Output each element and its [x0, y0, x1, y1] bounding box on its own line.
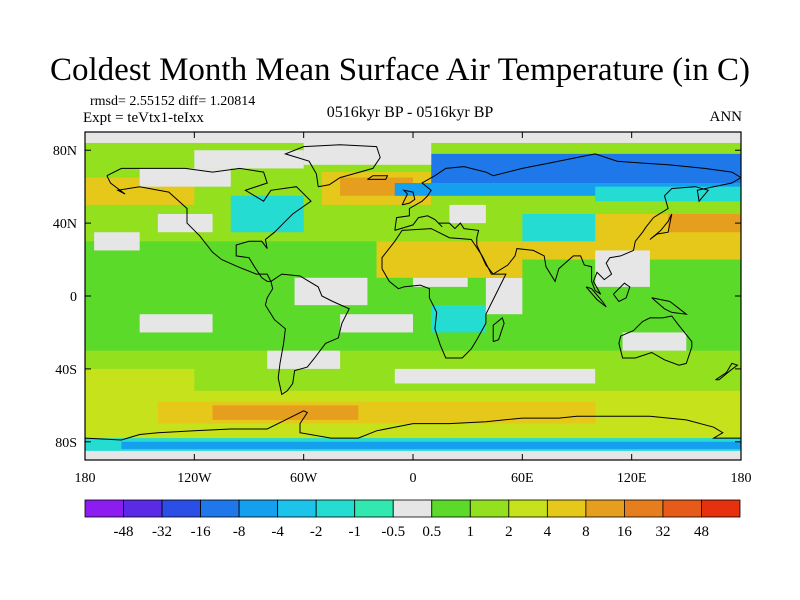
colorbar-swatch-5 [277, 499, 317, 518]
colorbar-label-6: -1 [348, 524, 361, 540]
colorbar-swatch-2 [161, 499, 201, 518]
coastline-1 [264, 273, 350, 396]
coastline-6 [618, 315, 693, 366]
field-region-31 [303, 141, 432, 165]
coastline-7 [492, 317, 505, 343]
coastline-5 [401, 189, 416, 206]
x-tick-label-5: 120E [617, 471, 647, 486]
colorbar-swatch-7 [354, 499, 394, 518]
colorbar-swatch-1 [123, 499, 163, 518]
field-region-27 [194, 150, 304, 169]
colorbar-label-3: -8 [233, 524, 246, 540]
colorbar-label-15: 48 [694, 524, 709, 540]
field-region-17 [376, 241, 523, 278]
colorbar-label-0: -48 [114, 524, 134, 540]
colorbar-label-12: 8 [582, 524, 590, 540]
x-tick-label-2: 60W [290, 471, 318, 486]
coastline-12 [715, 362, 739, 381]
field-region-15 [431, 305, 486, 333]
colorbar-label-1: -32 [152, 524, 172, 540]
coastline-0 [106, 167, 312, 282]
colorbar-swatch-10 [469, 499, 510, 518]
x-tick-label-0: 180 [75, 471, 96, 486]
field-region-21 [668, 214, 741, 233]
field-region-4 [212, 405, 359, 420]
field-region-8 [121, 441, 741, 450]
stats-text: rmsd= 2.55152 diff= 1.20814 [90, 94, 256, 109]
field-region-16 [485, 277, 523, 315]
x-tick-label-4: 60E [511, 471, 534, 486]
colorbar-swatch-16 [701, 499, 741, 518]
field-region-24 [157, 214, 213, 233]
x-axis: 180 120W 60W 0 60E 120E 180 [75, 132, 752, 486]
colorbar-label-11: 4 [544, 524, 552, 540]
y-tick-label-4: 80S [55, 436, 77, 451]
colorbar-label-14: 32 [655, 524, 670, 540]
period-text: 0516kyr BP - 0516kyr BP [326, 104, 494, 121]
y-tick-label-0: 80N [53, 144, 77, 159]
field-region-36 [413, 277, 468, 287]
colorbar-label-7: -0.5 [381, 524, 405, 540]
field-region-34 [522, 214, 596, 242]
colorbar-swatch-6 [315, 499, 356, 518]
coastline-3 [381, 228, 507, 359]
temperature-field [85, 132, 741, 460]
colorbar-label-5: -2 [310, 524, 323, 540]
colorbar-swatch-11 [508, 499, 548, 518]
colorbar-swatch-13 [585, 499, 625, 518]
coastline-14 [85, 410, 741, 441]
field-region-33 [449, 204, 486, 224]
x-tick-label-1: 120W [177, 471, 212, 486]
colorbar-label-2: -16 [191, 524, 211, 540]
coastline-8 [649, 213, 673, 240]
colorbar-label-13: 16 [617, 524, 633, 540]
colorbar-swatch-14 [624, 499, 664, 518]
colorbar-swatch-9 [431, 499, 471, 518]
y-tick-label-1: 40N [53, 217, 77, 232]
colorbar-swatch-0 [84, 499, 124, 518]
y-tick-label-3: 40S [55, 363, 77, 378]
experiment-text: Expt = teVtx1-teIxx [83, 110, 204, 126]
field-region-35 [595, 250, 650, 287]
field-region-9 [394, 368, 596, 384]
y-axis: 80N 40N 0 40S 80S [53, 144, 741, 451]
field-region-26 [139, 168, 231, 187]
coastline-11 [651, 297, 689, 315]
field-region-30 [595, 186, 741, 202]
colorbar-swatch-15 [662, 499, 702, 518]
colorbar-label-4: -4 [271, 524, 284, 540]
colorbar-swatch-4 [238, 499, 279, 518]
colorbar-label-9: 1 [467, 524, 475, 540]
coastlines [85, 144, 741, 441]
coastline-9 [585, 286, 607, 308]
coastline-4 [394, 153, 741, 295]
colorbar-swatch-8 [392, 499, 433, 518]
coastline-13 [367, 175, 389, 180]
y-tick-label-2: 0 [70, 290, 77, 305]
field-region-28 [431, 153, 741, 184]
field-region-23 [94, 232, 140, 251]
chart-title: Coldest Month Mean Surface Air Temperatu… [50, 52, 750, 88]
colorbar-swatch-3 [200, 499, 240, 518]
colorbar: -48 -32 -16 -8 -4 -2 -1 -0.5 0.5 1 2 4 8 16 32 48 [84, 499, 741, 540]
field-region-12 [340, 314, 413, 333]
coastline-2 [283, 144, 381, 188]
field-region-14 [139, 314, 213, 333]
field-region-25 [230, 195, 304, 233]
colorbar-label-10: 2 [505, 524, 513, 540]
colorbar-label-8: 0.5 [422, 524, 441, 540]
field-region-13 [622, 332, 687, 351]
colorbar-swatch-12 [546, 499, 587, 518]
field-region-10 [267, 350, 341, 369]
field-region-5 [85, 368, 195, 391]
coastline-10 [613, 282, 631, 303]
x-tick-label-6: 180 [731, 471, 752, 486]
x-tick-label-3: 0 [410, 471, 417, 486]
season-text: ANN [709, 109, 743, 125]
